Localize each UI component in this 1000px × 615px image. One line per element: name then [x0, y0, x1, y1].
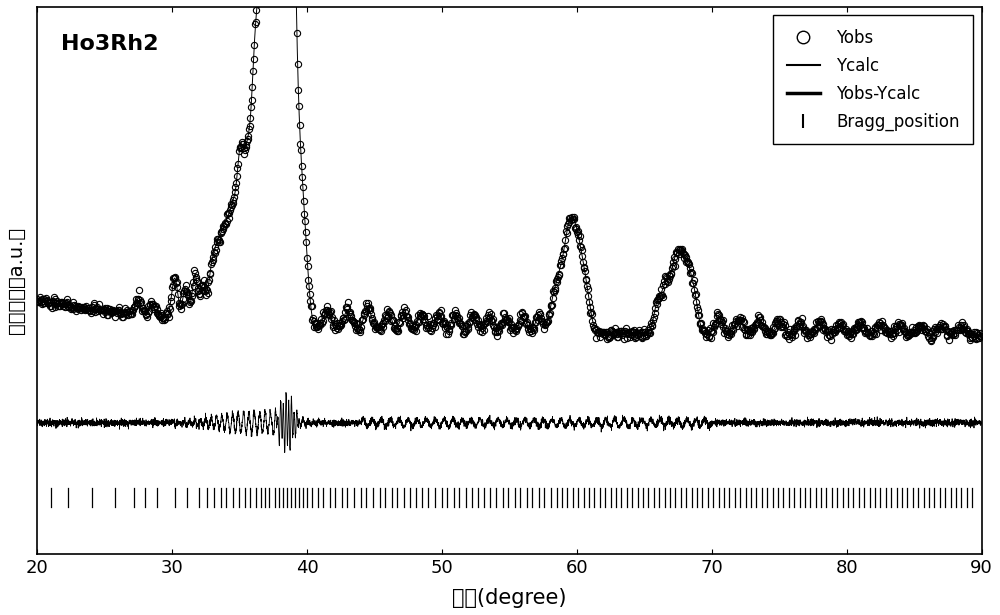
Ycalc: [489, 323, 501, 331]
Ycalc: [81, 304, 93, 312]
Ycalc: [31, 296, 43, 304]
Line: Yobs-Ycalc: Yobs-Ycalc: [37, 392, 982, 453]
Yobs-Ycalc: [31, 418, 43, 425]
Yobs-Ycalc: [976, 419, 988, 426]
Yobs-Ycalc: [670, 415, 682, 422]
Legend: Yobs, Ycalc, Yobs-Ycalc, Bragg_position: Yobs, Ycalc, Yobs-Ycalc, Bragg_position: [773, 15, 973, 144]
Ycalc: [670, 250, 682, 258]
Yobs: [925, 337, 937, 344]
Yobs-Ycalc: [279, 449, 291, 456]
Yobs-Ycalc: [280, 389, 292, 396]
Line: Yobs: Yobs: [34, 0, 984, 344]
Yobs: [31, 295, 43, 303]
Yobs: [962, 327, 974, 335]
Yobs: [357, 315, 369, 323]
X-axis label: 角度(degree): 角度(degree): [452, 588, 567, 608]
Text: Ho3Rh2: Ho3Rh2: [61, 34, 158, 54]
Yobs-Ycalc: [278, 445, 290, 452]
Yobs-Ycalc: [407, 426, 419, 433]
Ycalc: [388, 322, 400, 329]
Line: Ycalc: Ycalc: [37, 0, 982, 335]
Yobs: [975, 332, 987, 339]
Yobs: [527, 325, 539, 332]
Yobs-Ycalc: [81, 420, 93, 427]
Yobs: [798, 326, 810, 333]
Yobs-Ycalc: [388, 423, 400, 430]
Ycalc: [407, 325, 419, 332]
Ycalc: [976, 331, 988, 339]
Yobs: [468, 310, 480, 317]
Yobs-Ycalc: [489, 419, 501, 427]
Y-axis label: 衍射强度（a.u.）: 衍射强度（a.u.）: [7, 227, 26, 334]
